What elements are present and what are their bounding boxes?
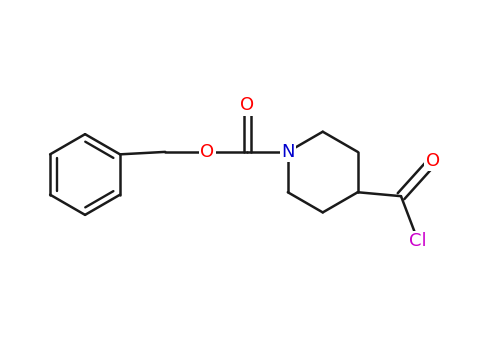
Text: N: N <box>281 143 294 161</box>
Text: Cl: Cl <box>408 232 426 251</box>
Text: O: O <box>200 143 214 161</box>
Text: O: O <box>240 96 254 114</box>
Text: O: O <box>425 152 439 170</box>
